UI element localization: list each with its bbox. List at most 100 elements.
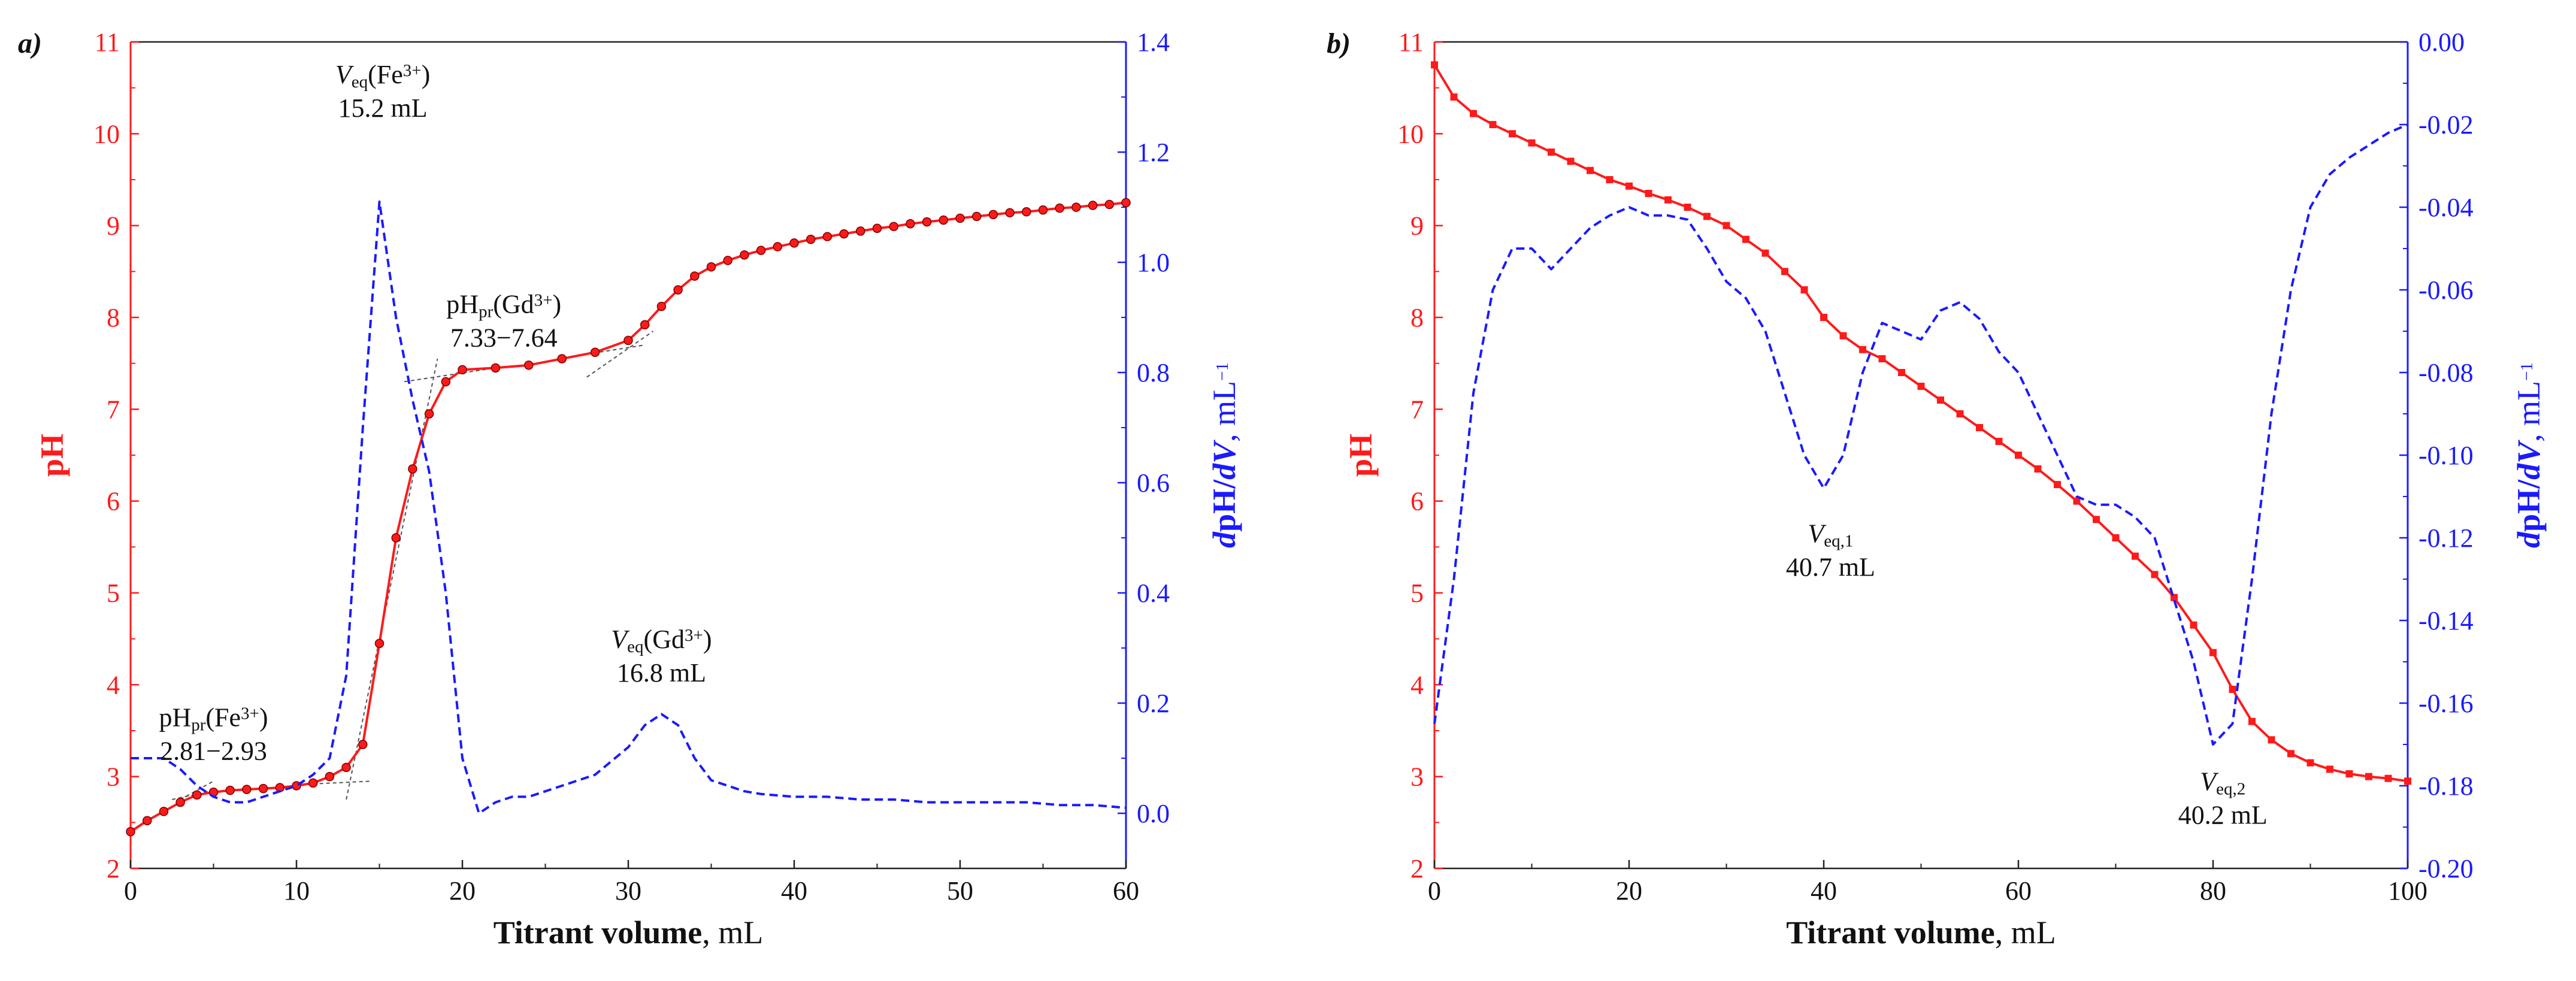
annotation-line: Veq,2 [2200, 767, 2245, 799]
ph-point [1567, 158, 1575, 165]
y2-tick-label: -0.04 [2418, 193, 2474, 222]
ph-point [1509, 130, 1516, 138]
annotation-segment: pH [446, 289, 479, 319]
ph-point [1088, 201, 1098, 210]
annotation-line: Veq(Gd3+) [611, 625, 712, 656]
annotation-line: 2.81−2.93 [160, 736, 267, 765]
x-tick-label: 10 [283, 876, 310, 906]
ph-point [258, 783, 268, 794]
panel-label: b) [1327, 28, 1351, 59]
ph-point [1703, 213, 1711, 220]
ph-point [590, 347, 600, 358]
annotation-segment: 7.33−7.64 [450, 323, 558, 352]
ph-point [723, 256, 732, 265]
ph-point [756, 246, 766, 255]
ph-point [1723, 222, 1730, 229]
annotation-segment: 15.2 mL [338, 93, 427, 123]
y2-title-ph: pH/ [2511, 479, 2547, 532]
ph-point [623, 335, 633, 346]
ph-point [789, 238, 799, 248]
ph-point [2248, 717, 2256, 725]
ph-point [1917, 383, 1925, 390]
ph-point [906, 219, 915, 229]
annotation-segment: eq,2 [2216, 780, 2245, 799]
annotation-line: Veq(Fe3+) [335, 60, 430, 92]
ph-point [142, 816, 152, 826]
ph-point [441, 377, 451, 387]
ph-point [955, 213, 965, 223]
y2-title-unit: , mL [1206, 381, 1242, 442]
ph-point [2132, 552, 2139, 560]
ph-point [640, 320, 650, 330]
annotation-line: 40.7 mL [1786, 553, 1875, 582]
y-axis-title: pH [1343, 434, 1379, 477]
y-tick-label: 5 [107, 579, 120, 608]
ph-point [839, 229, 849, 239]
y2-title-exp: −1 [1213, 362, 1232, 381]
annotation-segment: ) [703, 625, 712, 654]
annotation-segment: V [611, 625, 630, 654]
ph-point [856, 226, 865, 236]
x-tick-label: 50 [947, 876, 973, 906]
ph-point [806, 234, 816, 244]
ph-point [341, 762, 351, 773]
ph-point [325, 771, 335, 782]
tangent-line [346, 358, 438, 800]
annotation-segment: eq,1 [1824, 532, 1853, 551]
ph-point [773, 242, 783, 252]
ph-point [690, 271, 700, 281]
series-ph-line [129, 201, 1127, 833]
annotation-segment: (Fe [205, 703, 241, 732]
x-tick-label: 20 [449, 876, 476, 906]
y2-title-d: d [1206, 531, 1242, 548]
ph-point [988, 210, 998, 220]
series-dph-dv-line [1433, 123, 2408, 746]
y2-tick-label: -0.02 [2418, 110, 2474, 140]
ph-point [491, 363, 501, 373]
annotation-segment: pH [159, 703, 191, 732]
ph-point [1664, 196, 1672, 204]
y2-tick-label: 0.0 [1137, 799, 1170, 828]
annotation-segment: 3+ [241, 704, 259, 723]
y-tick-label: 8 [107, 303, 120, 332]
annotation-segment: V [1808, 519, 1827, 549]
ph-point [175, 797, 185, 807]
ph-point [1742, 235, 1749, 243]
ph-point [1839, 332, 1847, 340]
y2-tick-label: 0.00 [2418, 28, 2465, 57]
y-axis-title: pH [34, 434, 70, 477]
ph-point [2345, 770, 2353, 778]
ph-point [2404, 777, 2411, 785]
ph-point [889, 222, 898, 231]
ph-point [2151, 571, 2159, 579]
y2-title-d: d [2511, 531, 2547, 548]
y2-title-unit: , mL [2511, 381, 2547, 442]
ph-point [2365, 773, 2372, 780]
ph-point [1645, 190, 1652, 197]
y-tick-label: 5 [1410, 579, 1424, 608]
annotation-segment: ) [422, 60, 431, 89]
ph-point [1005, 208, 1015, 217]
annotation-line: pHpr(Gd3+) [446, 289, 561, 321]
ph-point [2209, 649, 2217, 656]
annotation-segment: pr [191, 716, 206, 735]
ph-point [524, 360, 534, 370]
ph-point [1055, 203, 1064, 213]
ph-point [1878, 355, 1886, 362]
x-tick-label: 60 [2005, 876, 2032, 906]
y-tick-label: 3 [107, 762, 120, 792]
ph-point [1800, 286, 1808, 293]
ph-point [1898, 369, 1905, 376]
x-axis-title-name: Titrant volume [1786, 915, 1995, 950]
ph-point [1781, 268, 1788, 275]
ph-point [1022, 207, 1031, 217]
ph-point [706, 262, 716, 272]
y2-axis-title: dpH/dV, mL−1 [1206, 362, 1242, 548]
x-tick-label: 100 [2388, 876, 2427, 906]
annotation-line: 7.33−7.64 [450, 323, 558, 352]
ph-point [1431, 61, 1438, 69]
ph-point [2034, 465, 2042, 473]
y2-tick-label: -0.20 [2418, 854, 2474, 883]
annotation-segment: ) [259, 703, 268, 732]
y-tick-label: 3 [1410, 762, 1424, 792]
